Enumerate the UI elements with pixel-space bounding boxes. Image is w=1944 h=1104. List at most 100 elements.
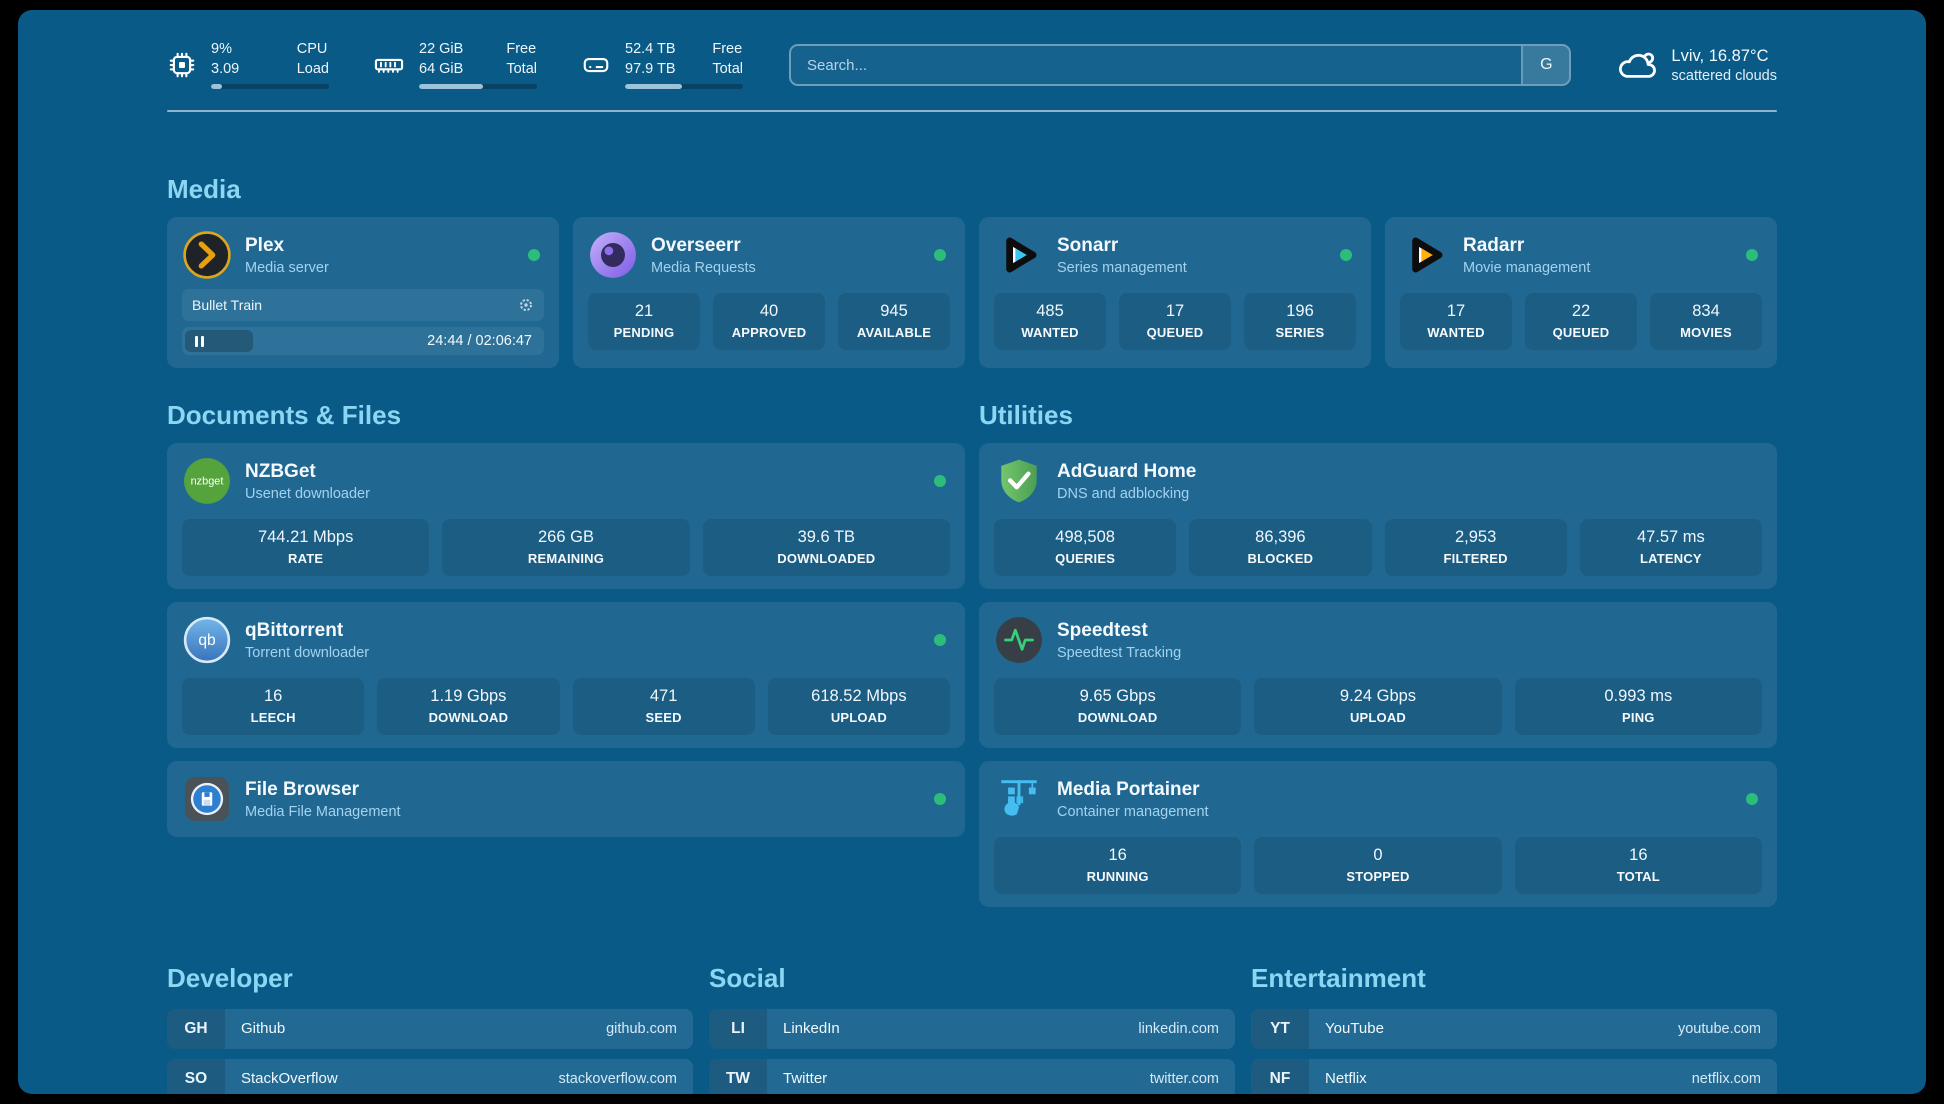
stat-label: RUNNING [1086,869,1149,885]
stat-label: MOVIES [1680,325,1732,341]
stats-row: 17 WANTED 22 QUEUED 834 MOVIES [1400,293,1762,351]
stat-value: 16 [1108,846,1127,865]
stat-value: 9.65 Gbps [1079,687,1156,706]
stat-value: 47.57 ms [1636,528,1705,547]
stat-value: 744.21 Mbps [257,528,354,547]
stat-label: DOWNLOADED [777,551,876,567]
bookmark-twitter[interactable]: TW Twitter twitter.com [709,1058,1235,1094]
cloud-icon [1615,44,1657,86]
sonarr-icon [994,230,1044,280]
bookmark-section-developer: Developer GH Github github.com SO StackO… [167,963,693,1094]
bookmark-github[interactable]: GH Github github.com [167,1008,693,1049]
app-card-media-portainer[interactable]: Media Portainer Container management 16 … [979,761,1777,908]
search-engine-button[interactable]: G [1521,46,1570,84]
stat-value: 16 [1629,846,1648,865]
section-title-documents: Documents & Files [167,400,402,431]
online-status-dot [1746,793,1758,806]
app-subtitle: Torrent downloader [245,644,370,661]
app-card-file-browser[interactable]: File Browser Media File Management [167,761,965,838]
system-stat-disk: 52.4 TB 97.9 TB Free Total [581,40,743,90]
app-subtitle: Media File Management [245,803,401,820]
app-card-adguard-home[interactable]: AdGuard Home DNS and adblocking 498,508 … [979,443,1777,590]
stat-value: 17 [1165,302,1185,321]
overseerr-icon [588,230,638,280]
system-stat-ram: 22 GiB 64 GiB Free Total [373,40,537,90]
app-card-qbittorrent[interactable]: qb qBittorrent Torrent downloader 16 LEE… [167,602,965,749]
card-header: qb qBittorrent Torrent downloader [182,615,950,665]
stat-values: 52.4 TB 97.9 TB [625,40,676,77]
search-input[interactable] [791,46,1522,84]
usage-progress-bar [211,84,329,90]
app-title: Plex [245,234,285,256]
playback-progress-bar[interactable]: 24:44 / 02:06:47 [182,327,544,356]
pause-icon[interactable] [195,335,204,347]
app-title: Sonarr [1057,234,1119,256]
qbittorrent-icon: qb [182,615,232,665]
app-subtitle: Media server [245,259,329,276]
utilities-column: Utilities AdGuard Home DNS and adblockin… [979,400,1777,908]
stat-downloaded: 39.6 TB DOWNLOADED [702,519,950,577]
search-bar[interactable]: G [789,44,1572,86]
stat-download: 9.65 Gbps DOWNLOAD [994,678,1242,736]
nzbget-icon: nzbget [182,456,232,506]
bookmark-list: GH Github github.com SO StackOverflow st… [167,1008,693,1094]
stat-series: 196 SERIES [1244,293,1356,351]
weather-condition: scattered clouds [1671,67,1777,84]
app-title: Media Portainer [1057,778,1200,800]
bookmark-url: twitter.com [1149,1070,1219,1087]
app-card-plex[interactable]: Plex Media server Bullet Train 24:44 / 0… [167,217,559,369]
stat-pending: 21 PENDING [588,293,700,351]
stat-values: 9% 3.09 [211,40,240,77]
stat-label: APPROVED [731,325,807,341]
bookmark-abbreviation: LI [709,1008,767,1049]
topbar: 9% 3.09 CPU Load 22 GiB 64 GiB Free Total [167,36,1777,94]
app-card-sonarr[interactable]: Sonarr Series management 485 WANTED 17 Q… [979,217,1371,369]
bookmark-netflix[interactable]: NF Netflix netflix.com [1251,1058,1777,1094]
bookmark-name: Twitter [783,1070,828,1088]
now-playing-title-row: Bullet Train [182,289,544,322]
bookmark-url: youtube.com [1677,1020,1761,1037]
weather-widget: Lviv, 16.87°C scattered clouds [1615,44,1777,86]
stat-leech: 16 LEECH [182,678,365,736]
app-card-nzbget[interactable]: nzbget NZBGet Usenet downloader 744.21 M… [167,443,965,590]
stat-latency: 47.57 ms LATENCY [1579,519,1762,577]
stat-total: 16 TOTAL [1514,837,1762,895]
documents-column: Documents & Files nzbget NZBGet Usenet d… [167,400,965,838]
app-title: File Browser [245,778,360,800]
card-header: AdGuard Home DNS and adblocking [994,456,1762,506]
app-card-radarr[interactable]: Radarr Movie management 17 WANTED 22 QUE… [1385,217,1777,369]
bookmarks-grid: Developer GH Github github.com SO StackO… [167,963,1777,1094]
app-subtitle: DNS and adblocking [1057,485,1190,502]
radarr-icon [1400,230,1450,280]
stat-label: BLOCKED [1247,551,1314,567]
bookmark-name: LinkedIn [783,1020,840,1038]
usage-progress-bar [625,84,743,90]
gear-icon[interactable] [518,297,534,313]
card-header: Media Portainer Container management [994,774,1762,824]
bookmark-name: Github [241,1020,286,1038]
bookmark-abbreviation: NF [1251,1058,1309,1094]
bookmark-name: Netflix [1325,1070,1367,1088]
stat-remaining: 266 GB REMAINING [442,519,690,577]
card-header: Sonarr Series management [994,230,1356,280]
app-title: NZBGet [245,460,316,482]
stat-available: 945 AVAILABLE [838,293,950,351]
stat-value: 9.24 Gbps [1339,687,1417,706]
app-card-overseerr[interactable]: Overseerr Media Requests 21 PENDING 40 A… [573,217,965,369]
app-card-speedtest[interactable]: Speedtest Speedtest Tracking 9.65 Gbps D… [979,602,1777,749]
stat-running: 16 RUNNING [994,837,1242,895]
stat-value: 17 [1446,302,1466,321]
bookmark-abbreviation: GH [167,1008,225,1049]
stat-labels: Free Total [506,40,537,77]
app-title: Radarr [1463,234,1525,256]
app-title: Speedtest [1057,619,1148,641]
stat-label: TOTAL [1616,869,1660,885]
stat-download: 1.19 Gbps DOWNLOAD [377,678,560,736]
bookmark-youtube[interactable]: YT YouTube youtube.com [1251,1008,1777,1049]
system-stat-cpu: 9% 3.09 CPU Load [167,40,329,90]
section-title-utilities: Utilities [979,400,1073,431]
stat-label: QUEUED [1552,325,1610,341]
bookmark-linkedin[interactable]: LI LinkedIn linkedin.com [709,1008,1235,1049]
app-title: Overseerr [651,234,741,256]
bookmark-stackoverflow[interactable]: SO StackOverflow stackoverflow.com [167,1058,693,1094]
